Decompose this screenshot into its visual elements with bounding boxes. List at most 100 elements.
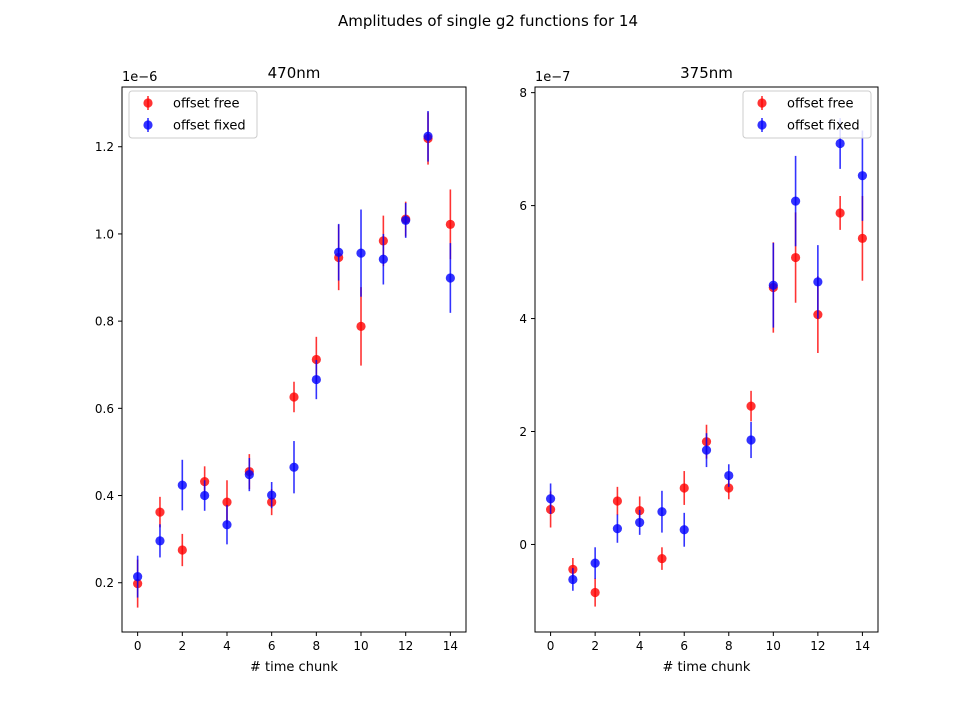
y-axis-offset-label: 1e−6 bbox=[122, 70, 157, 85]
x-tick-label: 0 bbox=[547, 639, 555, 653]
data-point bbox=[768, 280, 778, 290]
data-point bbox=[311, 374, 321, 385]
y-tick-label: 6 bbox=[519, 199, 527, 213]
x-tick-label: 10 bbox=[353, 639, 368, 653]
chart-panel-2: 375nm 1e−7 0 2 4 6 8 10 12 14 0 2 4 6 8 # time chunk off… bbox=[519, 64, 879, 675]
data-point bbox=[177, 545, 187, 555]
data-point bbox=[244, 470, 254, 480]
x-tick-label: 8 bbox=[313, 639, 321, 653]
chart-panel-1: 470nm 1e−6 0 2 4 6 8 10 12 14 0.2 0.4 0.6 0.8 1.0 1.2 # … bbox=[95, 64, 467, 675]
axes-frame bbox=[121, 86, 467, 633]
data-point bbox=[289, 392, 299, 402]
data-point bbox=[445, 219, 455, 229]
legend-marker bbox=[757, 98, 767, 108]
x-tick-label: 2 bbox=[591, 639, 599, 653]
data-point bbox=[267, 490, 277, 500]
data-point bbox=[545, 494, 556, 504]
data-point bbox=[568, 574, 578, 585]
data-point bbox=[724, 483, 734, 493]
y-tick-label: 0.6 bbox=[95, 402, 114, 416]
y-tick-label: 0.8 bbox=[95, 315, 114, 329]
data-point bbox=[724, 470, 734, 481]
data-point bbox=[222, 520, 232, 530]
data-point bbox=[311, 354, 321, 365]
data-point bbox=[289, 462, 299, 472]
data-point bbox=[590, 558, 600, 568]
data-point bbox=[445, 273, 455, 283]
series-offset-fixed bbox=[545, 118, 868, 591]
data-point bbox=[835, 138, 845, 149]
legend-marker bbox=[143, 120, 153, 130]
chart-title: 375nm bbox=[680, 64, 733, 82]
data-point bbox=[679, 525, 689, 535]
data-point bbox=[423, 131, 433, 141]
data-point bbox=[612, 524, 623, 534]
x-tick-label: 6 bbox=[268, 639, 276, 653]
chart-title: 470nm bbox=[268, 64, 321, 82]
y-tick-label: 2 bbox=[519, 425, 527, 439]
data-point bbox=[590, 587, 600, 598]
axes-frame bbox=[534, 86, 879, 633]
x-axis-label: # time chunk bbox=[250, 660, 338, 675]
legend-label: offset fixed bbox=[173, 119, 246, 134]
legend-box bbox=[128, 90, 258, 139]
x-tick-label: 14 bbox=[443, 639, 458, 653]
data-point bbox=[356, 248, 366, 258]
y-tick-label: 0.2 bbox=[95, 576, 114, 590]
y-tick-label: 8 bbox=[519, 86, 527, 100]
data-point bbox=[334, 247, 344, 257]
data-point bbox=[200, 490, 210, 501]
data-point bbox=[746, 435, 756, 445]
x-tick-label: 4 bbox=[223, 639, 231, 653]
x-tick-label: 14 bbox=[855, 639, 870, 653]
data-point bbox=[612, 496, 623, 506]
chart-panels: 470nm 1e−6 0 2 4 6 8 10 12 14 0.2 0.4 0.6 0.8 1.0 1.2 # … bbox=[95, 64, 879, 675]
x-tick-label: 12 bbox=[810, 639, 825, 653]
data-point bbox=[155, 507, 165, 517]
data-point bbox=[657, 507, 667, 517]
y-tick-label: 0.4 bbox=[95, 489, 114, 503]
x-tick-label: 12 bbox=[398, 639, 413, 653]
legend-marker bbox=[143, 98, 153, 108]
data-point bbox=[657, 553, 667, 564]
legend: offset free offset fixed bbox=[128, 90, 258, 139]
x-tick-label: 4 bbox=[636, 639, 644, 653]
x-tick-label: 6 bbox=[680, 639, 688, 653]
series-offset-fixed bbox=[133, 110, 455, 598]
data-point bbox=[177, 480, 187, 490]
data-point bbox=[813, 277, 823, 287]
data-point bbox=[155, 536, 165, 546]
y-tick-label: 1.0 bbox=[95, 227, 114, 241]
x-tick-label: 8 bbox=[725, 639, 733, 653]
x-axis-label: # time chunk bbox=[663, 660, 751, 675]
data-point bbox=[401, 215, 411, 226]
legend-label: offset free bbox=[787, 97, 854, 112]
data-point bbox=[835, 208, 845, 218]
legend-label: offset fixed bbox=[787, 119, 860, 134]
x-tick-label: 2 bbox=[178, 639, 186, 653]
data-point bbox=[378, 254, 388, 264]
data-point bbox=[356, 321, 366, 331]
figure-suptitle: Amplitudes of single g2 functions for 14 bbox=[338, 12, 638, 30]
legend-box bbox=[742, 90, 872, 139]
data-point bbox=[790, 252, 801, 263]
data-point bbox=[133, 572, 143, 582]
data-point bbox=[857, 233, 868, 243]
y-axis-offset-label: 1e−7 bbox=[535, 70, 570, 85]
data-point bbox=[857, 171, 868, 181]
legend-label: offset free bbox=[173, 97, 240, 112]
x-tick-label: 0 bbox=[134, 639, 142, 653]
data-point bbox=[635, 517, 645, 528]
x-tick-label: 10 bbox=[766, 639, 781, 653]
legend: offset free offset fixed bbox=[742, 90, 872, 139]
y-tick-label: 1.2 bbox=[95, 140, 114, 154]
data-point bbox=[790, 196, 801, 206]
data-point bbox=[679, 483, 689, 493]
y-tick-label: 4 bbox=[519, 312, 527, 326]
legend-marker bbox=[757, 120, 767, 130]
data-point bbox=[746, 401, 756, 411]
data-point bbox=[701, 445, 712, 455]
data-point bbox=[222, 497, 232, 507]
y-tick-label: 0 bbox=[519, 538, 527, 552]
